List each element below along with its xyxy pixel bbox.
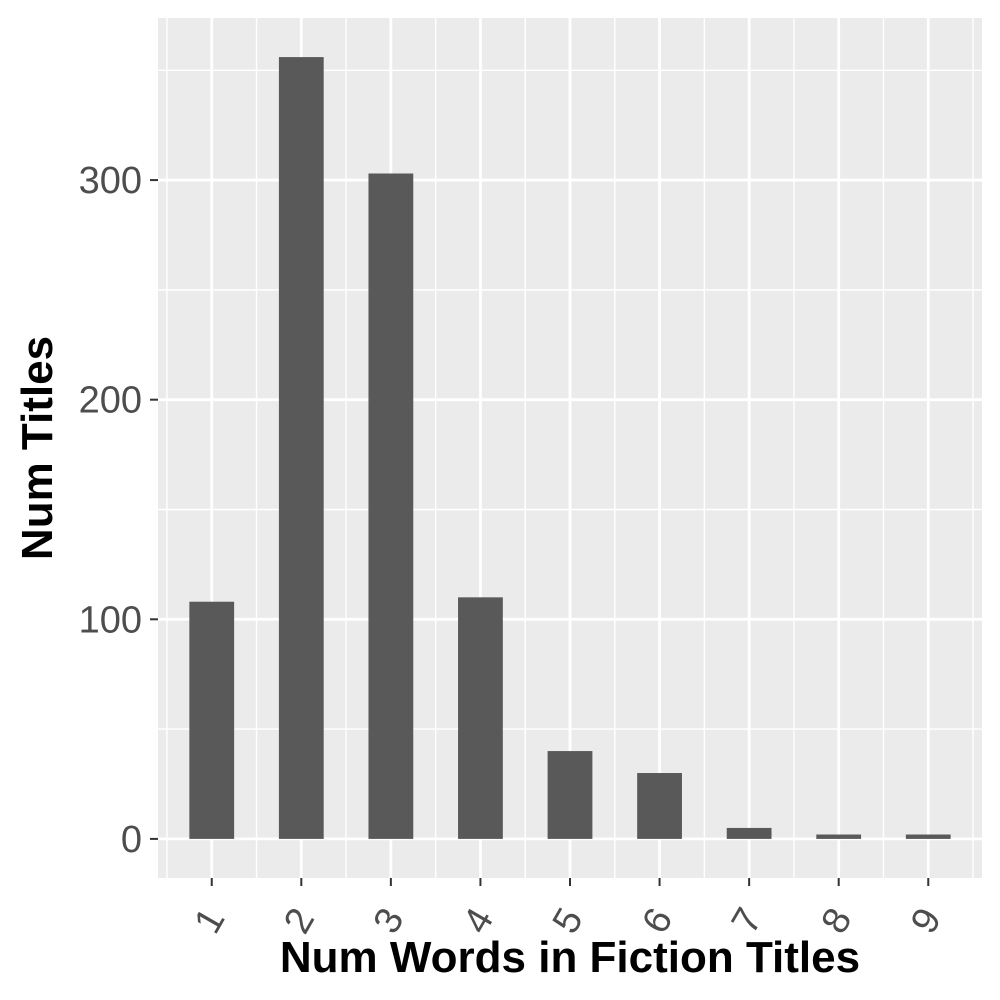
y-axis: 0 100 200 300 [79, 160, 158, 861]
y-tick-label: 0 [121, 819, 142, 861]
y-axis-title: Num Titles [13, 336, 62, 560]
y-tick-label: 300 [79, 160, 142, 202]
y-tick-label: 200 [79, 380, 142, 422]
x-axis-title: Num Words in Fiction Titles [280, 933, 860, 982]
bars [189, 57, 951, 839]
bar-1 [189, 601, 235, 839]
bar-2 [278, 57, 324, 839]
bar-6 [637, 773, 682, 839]
bar-8 [816, 834, 862, 839]
bar-3 [368, 173, 414, 839]
y-tick-label: 100 [79, 599, 142, 641]
bar-9 [905, 834, 951, 839]
x-tick-label: 1 [187, 901, 234, 940]
x-tick-label: 9 [903, 901, 950, 940]
bar-5 [547, 751, 593, 839]
bar-7 [726, 827, 772, 839]
bar-4 [458, 597, 503, 839]
